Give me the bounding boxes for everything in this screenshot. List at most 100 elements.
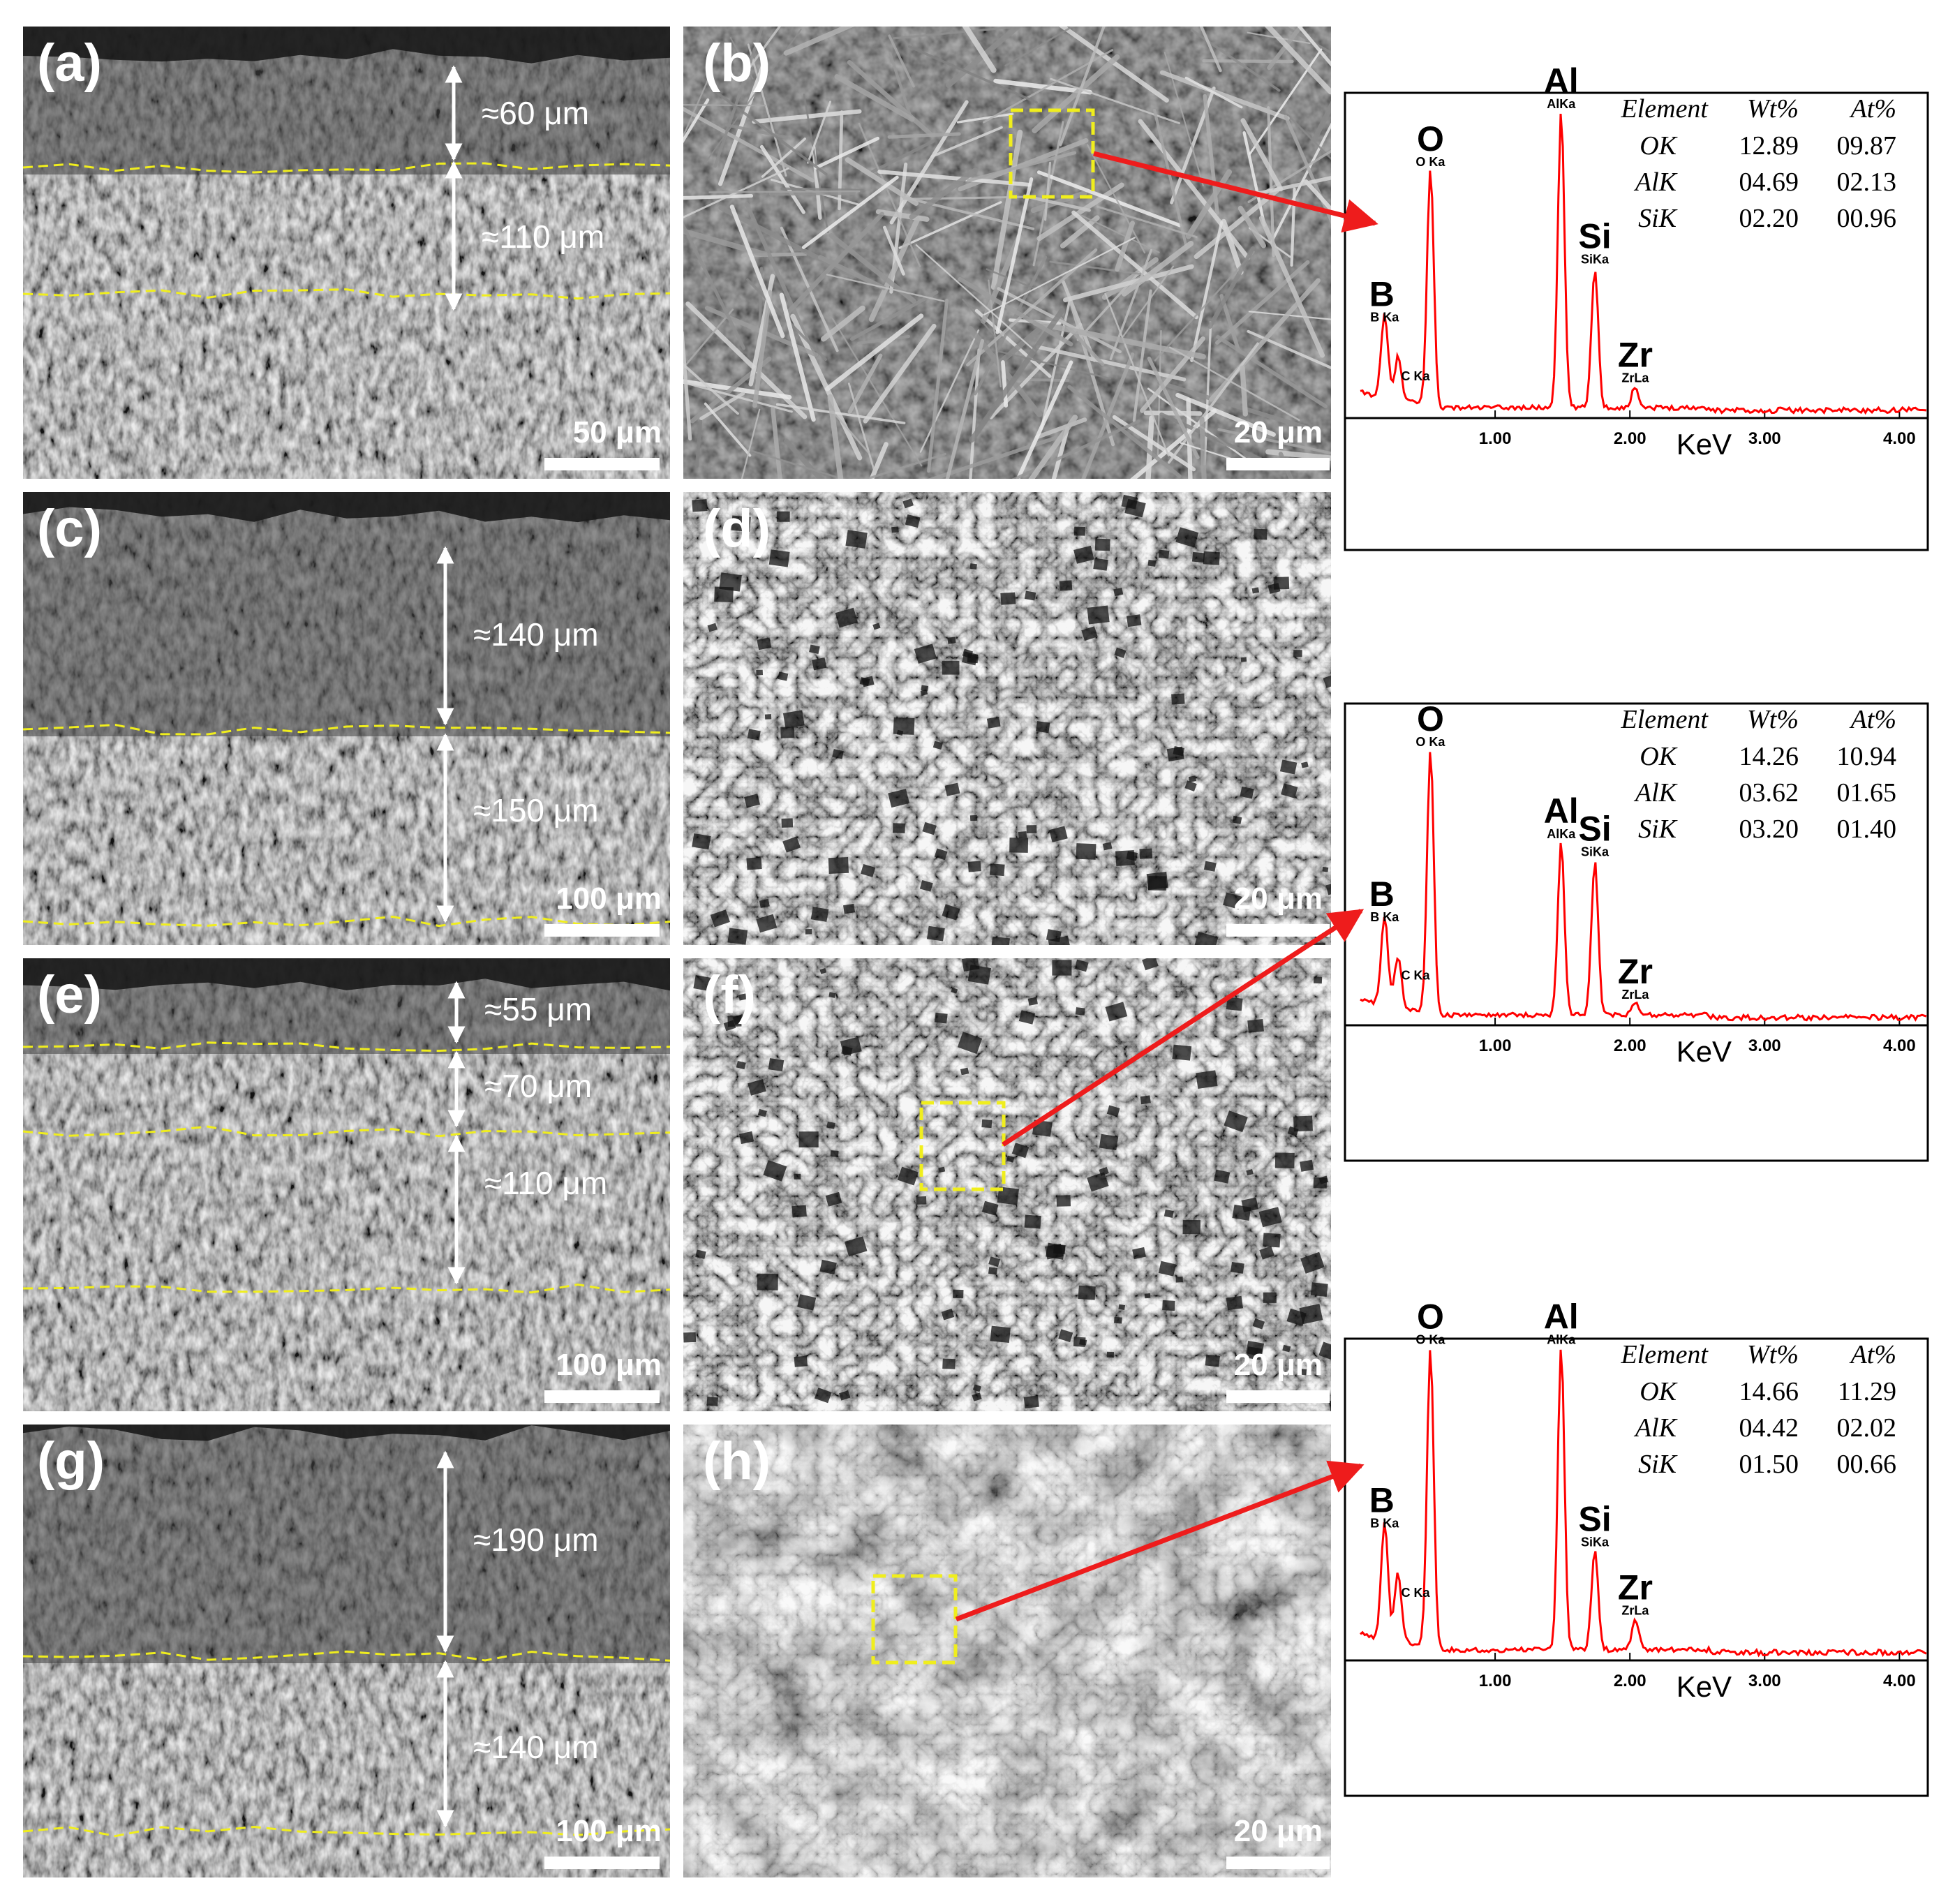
coating-layer-tint xyxy=(23,1425,670,1663)
table-cell: 03.62 xyxy=(1739,778,1799,808)
needle-crystal xyxy=(713,27,764,168)
x-tick-label: 2.00 xyxy=(1614,1672,1646,1690)
needle-crystal xyxy=(1032,54,1120,133)
pore xyxy=(1232,815,1242,824)
pore xyxy=(1018,831,1027,839)
pore xyxy=(891,526,899,533)
pore xyxy=(1300,1159,1314,1172)
pore xyxy=(1081,626,1098,641)
x-tick-label: 3.00 xyxy=(1748,1672,1781,1690)
peak-element-label: Si xyxy=(1578,216,1611,255)
layer-thickness-label: ≈55 μm xyxy=(484,991,592,1027)
pore xyxy=(719,572,742,592)
needle-crystal xyxy=(1035,417,1087,439)
needle-crystal xyxy=(967,151,1077,182)
pore xyxy=(1075,1007,1085,1016)
spectrum-trace xyxy=(1360,1349,1927,1658)
pore xyxy=(805,929,812,935)
needle-crystal xyxy=(995,177,1034,334)
pore xyxy=(1056,1195,1071,1207)
needle-crystal xyxy=(1297,27,1331,67)
layer-thickness-label: ≈140 μm xyxy=(473,616,599,653)
pore xyxy=(1323,674,1331,688)
needle-crystal xyxy=(1209,278,1321,402)
peak-line-label: ZrLa xyxy=(1621,988,1649,1002)
layer-boundary-line xyxy=(22,1125,671,1138)
pore xyxy=(934,848,948,861)
pore xyxy=(872,623,881,630)
layer-thickness-label: ≈110 μm xyxy=(482,218,604,255)
needle-crystal xyxy=(1284,114,1331,225)
needle-crystal xyxy=(1036,170,1182,228)
needle-crystal xyxy=(997,287,1122,354)
panel-label: (a) xyxy=(37,34,102,93)
peak-element-label: Zr xyxy=(1618,952,1653,991)
pore xyxy=(1073,1337,1086,1347)
spectrum-frame xyxy=(1344,91,1929,551)
needle-crystal xyxy=(784,438,824,479)
peak-line-label: B Ka xyxy=(1370,310,1399,324)
peak-line-label: C Ka xyxy=(1402,1586,1431,1600)
pore xyxy=(1172,1044,1192,1061)
pore xyxy=(794,1355,808,1367)
scale-bar-label: 20 μm xyxy=(1234,415,1323,449)
scale-bar xyxy=(544,1857,660,1869)
pore xyxy=(896,729,904,736)
pore xyxy=(1230,1261,1244,1274)
needle-crystal xyxy=(919,329,980,453)
surface-image xyxy=(683,492,1331,945)
table-header: Element xyxy=(1620,94,1709,124)
pore xyxy=(839,1390,851,1401)
needle-crystal xyxy=(1004,27,1075,67)
table-cell: 04.69 xyxy=(1739,168,1799,197)
pore xyxy=(819,967,827,974)
table-cell: AlK xyxy=(1633,778,1678,808)
pore xyxy=(1240,786,1254,799)
needle-crystal xyxy=(768,190,856,196)
pore xyxy=(1024,590,1036,601)
panel-label: (b) xyxy=(703,34,771,93)
surface-edge xyxy=(23,492,670,523)
pore xyxy=(1175,1277,1183,1283)
layer-thickness-label: ≈190 μm xyxy=(473,1522,599,1558)
pore xyxy=(859,677,870,686)
needle-crystal xyxy=(1043,161,1052,221)
pore xyxy=(1205,1354,1220,1367)
pore xyxy=(1000,592,1016,605)
needle-crystal xyxy=(759,144,805,214)
table-header: At% xyxy=(1849,94,1896,124)
needle-crystal xyxy=(857,334,910,345)
needle-crystal xyxy=(962,27,997,73)
layer-thickness-label: ≈140 μm xyxy=(473,1729,599,1765)
pore xyxy=(1175,527,1199,548)
pore xyxy=(916,1196,927,1205)
table-cell: OK xyxy=(1640,1377,1677,1406)
needle-crystal xyxy=(994,349,1111,380)
needle-crystal xyxy=(889,52,912,116)
pore xyxy=(794,1173,801,1180)
pore xyxy=(1059,580,1073,591)
x-tick-label: 2.00 xyxy=(1614,429,1646,448)
needle-crystal xyxy=(1168,342,1259,464)
needle-crystal xyxy=(1071,210,1198,320)
needle-crystal xyxy=(1081,352,1135,479)
peak-line-label: ZrLa xyxy=(1621,1603,1649,1617)
pore xyxy=(1078,1285,1096,1300)
pore xyxy=(1258,1207,1282,1228)
pore xyxy=(969,815,978,821)
pore xyxy=(1113,587,1124,597)
pore xyxy=(1310,1282,1328,1297)
pore xyxy=(988,1267,998,1275)
scale-bar-label: 20 μm xyxy=(1234,1814,1323,1848)
peak-element-label: Al xyxy=(1544,1297,1579,1336)
pore xyxy=(757,1273,778,1291)
pore xyxy=(1099,1133,1119,1151)
pore xyxy=(1299,1304,1323,1325)
needle-crystal xyxy=(1207,246,1256,329)
pore xyxy=(683,1332,697,1343)
needle-crystal xyxy=(1049,260,1145,276)
x-tick-label: 4.00 xyxy=(1883,429,1916,448)
pore xyxy=(1036,721,1050,734)
needle-crystal xyxy=(1159,70,1290,121)
